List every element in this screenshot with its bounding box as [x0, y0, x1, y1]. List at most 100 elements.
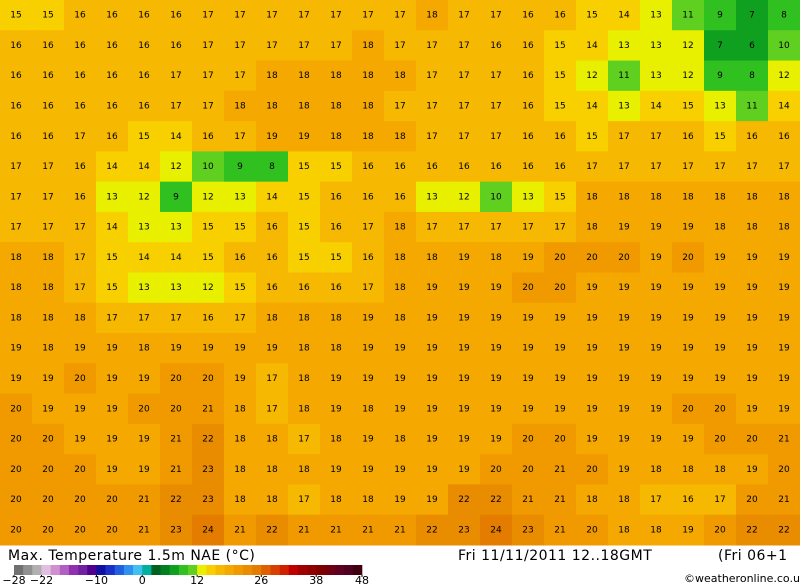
temp-label: 16	[778, 132, 790, 142]
temp-cell	[224, 151, 257, 183]
temp-cell	[352, 90, 385, 122]
temp-cell	[192, 363, 225, 395]
temp-cell	[96, 30, 129, 62]
temp-label: 16	[42, 101, 54, 111]
temp-label: 19	[362, 374, 374, 384]
temp-cell	[448, 151, 481, 183]
temp-cell	[64, 363, 97, 395]
temp-label: 21	[554, 525, 565, 535]
temp-cell	[96, 242, 129, 273]
temp-cell	[384, 484, 417, 516]
temp-cell	[32, 211, 65, 243]
temp-label: 17	[42, 223, 53, 233]
temp-label: 12	[138, 192, 149, 202]
temp-cell	[64, 272, 97, 304]
scale-swatch	[114, 565, 125, 575]
temp-cell	[704, 121, 737, 152]
temp-cell	[576, 242, 609, 273]
temp-cell	[768, 30, 800, 62]
temp-cell	[768, 60, 800, 92]
temp-label: 17	[426, 132, 437, 142]
temp-label: 21	[522, 495, 533, 505]
temp-cell	[160, 454, 193, 485]
temp-cell	[544, 272, 577, 304]
temp-cell	[672, 121, 705, 152]
temp-cell	[768, 363, 800, 395]
temp-cell	[256, 181, 289, 213]
temp-label: 15	[138, 132, 149, 142]
temp-label: 19	[650, 404, 662, 414]
temp-label: 20	[74, 374, 86, 384]
temp-cell	[512, 363, 545, 395]
temp-label: 18	[650, 465, 662, 475]
temp-label: 18	[746, 192, 758, 202]
temp-cell	[544, 211, 577, 243]
temp-label: 19	[522, 344, 534, 354]
temp-label: 17	[714, 495, 725, 505]
temp-cell	[608, 211, 641, 243]
temp-label: 14	[618, 11, 630, 21]
temp-label: 17	[10, 162, 21, 172]
temp-label: 16	[522, 132, 534, 142]
temp-cell	[608, 454, 641, 485]
temp-label: 18	[362, 101, 374, 111]
temp-label: 13	[170, 283, 181, 293]
temp-cell	[160, 484, 193, 516]
temp-label: 19	[362, 435, 374, 445]
temp-label: 17	[458, 71, 469, 81]
temp-cell	[704, 272, 737, 304]
temp-label: 19	[266, 132, 278, 142]
temp-cell	[96, 393, 129, 425]
temp-cell	[640, 484, 673, 516]
temp-label: 17	[426, 41, 437, 51]
temp-cell	[320, 302, 353, 334]
temp-label: 17	[362, 283, 373, 293]
temp-cell	[288, 0, 321, 31]
temp-cell	[416, 454, 449, 485]
scale-label: 38	[309, 574, 323, 586]
temp-cell	[704, 484, 737, 516]
temp-cell	[32, 484, 65, 516]
temp-label: 18	[330, 435, 342, 445]
temp-label: 15	[234, 283, 245, 293]
temp-cell	[32, 302, 65, 334]
temp-label: 18	[330, 495, 342, 505]
temp-cell	[320, 242, 353, 273]
temp-cell	[736, 60, 769, 92]
temp-label: 20	[42, 495, 54, 505]
temp-cell	[608, 302, 641, 334]
temp-cell	[128, 211, 161, 243]
temp-cell	[224, 423, 257, 455]
temp-cell	[320, 30, 353, 62]
temp-label: 16	[522, 162, 534, 172]
temp-label: 10	[202, 162, 214, 172]
temp-label: 8	[749, 71, 755, 81]
temp-label: 22	[202, 435, 213, 445]
temp-label: 12	[170, 162, 181, 172]
temp-label: 19	[266, 344, 278, 354]
temp-label: 18	[266, 435, 278, 445]
temp-label: 21	[234, 525, 245, 535]
temp-cell	[608, 60, 641, 92]
temp-label: 17	[618, 162, 629, 172]
temp-label: 18	[362, 132, 374, 142]
temp-cell	[288, 514, 321, 546]
temp-cell	[736, 454, 769, 485]
temp-label: 17	[490, 223, 501, 233]
temp-label: 18	[298, 404, 310, 414]
temp-cell	[672, 211, 705, 243]
temp-label: 17	[426, 101, 437, 111]
temp-label: 20	[714, 404, 726, 414]
temp-label: 19	[522, 253, 534, 263]
temp-cell	[288, 151, 321, 183]
temp-cell	[256, 151, 289, 183]
temp-cell	[512, 484, 545, 516]
temp-cell	[512, 30, 545, 62]
temp-cell	[672, 60, 705, 92]
temp-cell	[576, 181, 609, 213]
temp-label: 19	[458, 404, 470, 414]
temp-cell	[160, 363, 193, 395]
temp-label: 8	[269, 162, 275, 172]
temp-label: 18	[394, 313, 406, 323]
temp-label: 15	[554, 101, 565, 111]
